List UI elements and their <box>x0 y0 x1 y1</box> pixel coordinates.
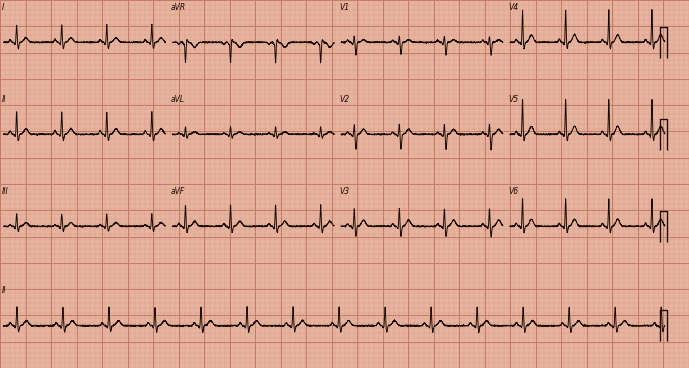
Text: II: II <box>2 286 7 295</box>
Text: aVR: aVR <box>171 3 186 11</box>
Text: V6: V6 <box>508 187 519 195</box>
Text: aVL: aVL <box>171 95 185 103</box>
Text: V2: V2 <box>340 95 350 103</box>
Text: V4: V4 <box>508 3 519 11</box>
Text: V5: V5 <box>508 95 519 103</box>
Text: V3: V3 <box>340 187 350 195</box>
Text: aVF: aVF <box>171 187 185 195</box>
Text: III: III <box>2 187 9 195</box>
Text: V1: V1 <box>340 3 350 11</box>
Text: I: I <box>2 3 4 11</box>
Text: II: II <box>2 95 7 103</box>
